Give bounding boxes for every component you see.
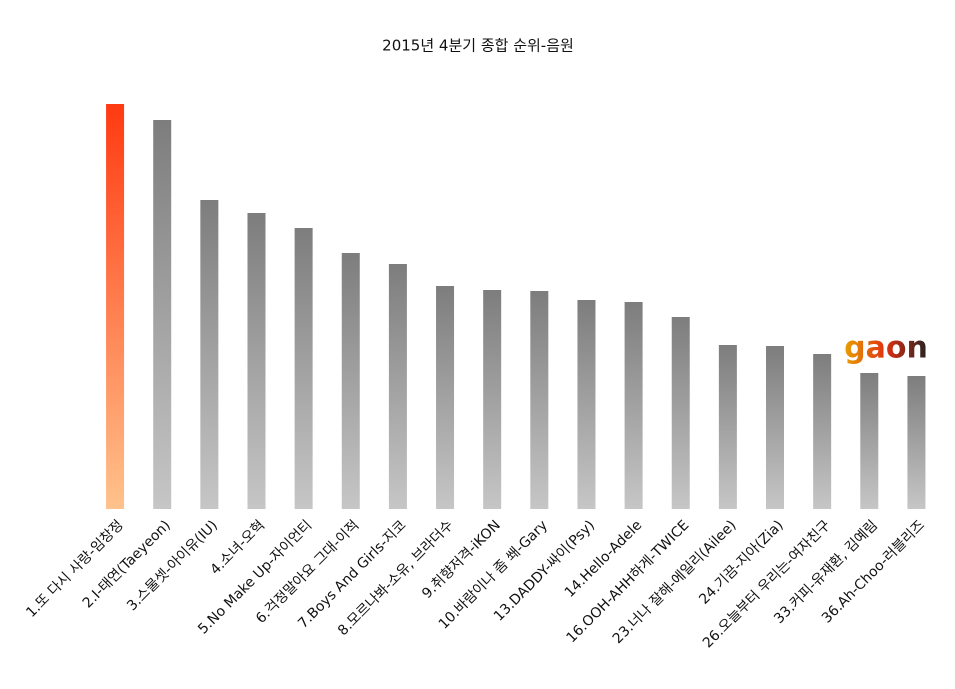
x-tick-label: 3.스물셋-아이유(IU) bbox=[124, 517, 221, 614]
bar bbox=[341, 253, 360, 509]
bar bbox=[718, 345, 737, 509]
logo: gaon bbox=[844, 331, 928, 366]
bar bbox=[766, 346, 785, 509]
bar bbox=[530, 291, 549, 509]
chart-title: 2015년 4분기 종합 순위-음원 bbox=[382, 37, 574, 55]
bar bbox=[388, 264, 407, 509]
bar bbox=[294, 228, 313, 509]
bar bbox=[153, 120, 172, 509]
bar bbox=[483, 290, 502, 509]
bar bbox=[624, 302, 643, 509]
bar bbox=[577, 300, 596, 509]
x-tick-label: 24.기끔-지아(Zia) bbox=[696, 517, 786, 607]
bar bbox=[200, 200, 219, 509]
bar bbox=[106, 104, 125, 509]
bar bbox=[436, 286, 455, 509]
bar bbox=[907, 376, 926, 509]
bar bbox=[671, 317, 690, 509]
x-tick-label: 2.I-태연(Taeyeon) bbox=[80, 517, 174, 611]
bar bbox=[813, 354, 832, 509]
bar bbox=[247, 213, 266, 509]
bar bbox=[860, 373, 879, 509]
